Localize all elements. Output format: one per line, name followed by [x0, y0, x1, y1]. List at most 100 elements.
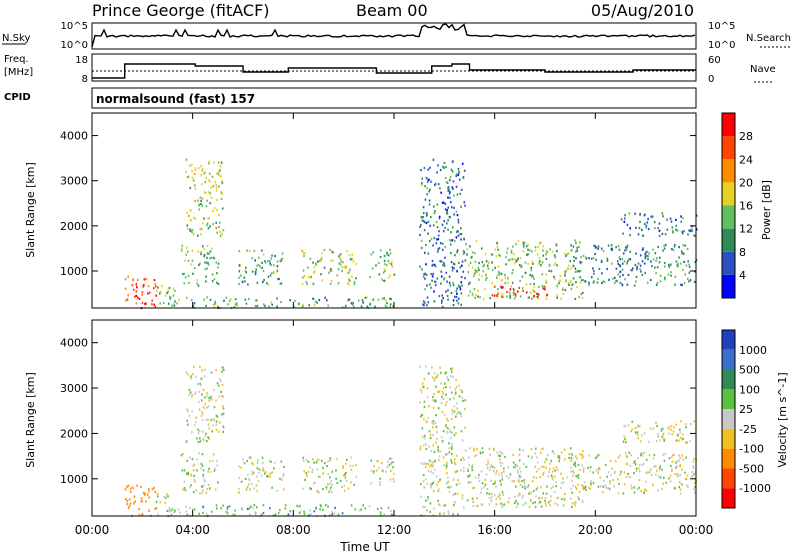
scatter-point — [492, 483, 495, 486]
scatter-point — [372, 267, 374, 270]
scatter-point — [221, 370, 223, 373]
scatter-point — [452, 375, 454, 378]
scatter-point — [440, 301, 443, 304]
scatter-point — [565, 278, 567, 281]
scatter-point — [424, 221, 426, 224]
scatter-point — [518, 448, 521, 451]
scatter-point — [577, 483, 579, 486]
scatter-point — [494, 285, 496, 288]
scatter-point — [533, 489, 535, 492]
scatter-point — [498, 493, 501, 496]
scatter-point — [641, 454, 644, 457]
scatter-point — [420, 223, 422, 227]
scatter-point — [473, 288, 476, 291]
scatter-point — [532, 296, 535, 299]
scatter-point — [474, 454, 476, 458]
scatter-point — [685, 441, 687, 444]
scatter-point — [473, 447, 476, 450]
scatter-point — [370, 482, 372, 485]
scatter-point — [668, 457, 671, 460]
scatter-point — [221, 192, 223, 195]
scatter-point — [336, 274, 339, 277]
scatter-point — [570, 466, 572, 469]
scatter-point — [137, 278, 139, 281]
scatter-point — [457, 411, 460, 414]
scatter-point — [590, 479, 592, 483]
scatter-point — [276, 265, 279, 268]
scatter-point — [219, 234, 222, 237]
scatter-point — [525, 291, 528, 294]
scatter-point — [622, 440, 625, 443]
scatter-point — [650, 215, 653, 218]
scatter-point — [566, 253, 569, 256]
scatter-point — [212, 256, 215, 259]
scatter-point — [446, 187, 449, 190]
scatter-point — [165, 496, 167, 499]
scatter-point — [511, 257, 513, 260]
scatter-point — [607, 471, 610, 474]
scatter-point — [502, 493, 505, 496]
scatter-point — [458, 285, 460, 288]
scatter-point — [634, 263, 637, 267]
scatter-point — [259, 265, 261, 268]
scatter-point — [602, 485, 605, 488]
scatter-point — [588, 454, 591, 457]
scatter-point — [193, 365, 195, 369]
scatter-point — [372, 251, 375, 254]
scatter-point — [557, 496, 559, 499]
scatter-point — [202, 388, 205, 392]
scatter-point — [465, 243, 467, 246]
y-tick-label: 4000 — [60, 337, 88, 350]
scatter-point — [670, 456, 673, 459]
scatter-point — [581, 297, 584, 300]
scatter-point — [438, 479, 441, 482]
scatter-point — [467, 294, 470, 297]
scatter-point — [205, 432, 207, 435]
scatter-point — [692, 466, 695, 469]
scatter-point — [550, 459, 553, 462]
scatter-point — [420, 246, 423, 250]
scatter-point — [491, 253, 494, 256]
scatter-point — [327, 505, 329, 508]
scatter-point — [676, 475, 679, 478]
scatter-point — [193, 474, 195, 477]
scatter-point — [497, 248, 499, 251]
x-tick-label: 04:00 — [175, 523, 210, 537]
scatter-point — [519, 257, 522, 260]
scatter-point — [204, 368, 206, 371]
scatter-point — [159, 302, 161, 305]
scatter-point — [510, 251, 513, 254]
scatter-point — [207, 179, 210, 182]
scatter-point — [390, 470, 392, 473]
scatter-point — [491, 496, 493, 499]
scatter-point — [426, 395, 429, 398]
scatter-point — [185, 253, 187, 256]
scatter-point — [132, 288, 135, 291]
scatter-point — [509, 473, 512, 476]
scatter-point — [328, 482, 331, 485]
scatter-point — [658, 229, 661, 232]
scatter-point — [436, 437, 438, 440]
scatter-point — [270, 460, 272, 463]
scatter-point — [271, 254, 273, 257]
scatter-point — [185, 158, 188, 161]
scatter-point — [431, 366, 433, 369]
scatter-point — [456, 402, 458, 405]
scatter-point — [326, 299, 328, 302]
scatter-point — [246, 249, 248, 252]
scatter-point — [452, 493, 454, 497]
scatter-point — [210, 196, 213, 199]
scatter-point — [209, 397, 211, 400]
scatter-point — [571, 480, 573, 483]
scatter-point — [201, 197, 204, 200]
scatter-point — [245, 488, 248, 491]
scatter-point — [191, 176, 194, 180]
scatter-point — [435, 399, 437, 402]
scatter-point — [427, 496, 429, 499]
scatter-point — [499, 480, 502, 483]
y-tick-label: 1000 — [60, 473, 88, 486]
scatter-point — [206, 252, 209, 255]
scatter-point — [437, 164, 439, 167]
scatter-point — [579, 453, 581, 456]
scatter-point — [555, 244, 558, 247]
